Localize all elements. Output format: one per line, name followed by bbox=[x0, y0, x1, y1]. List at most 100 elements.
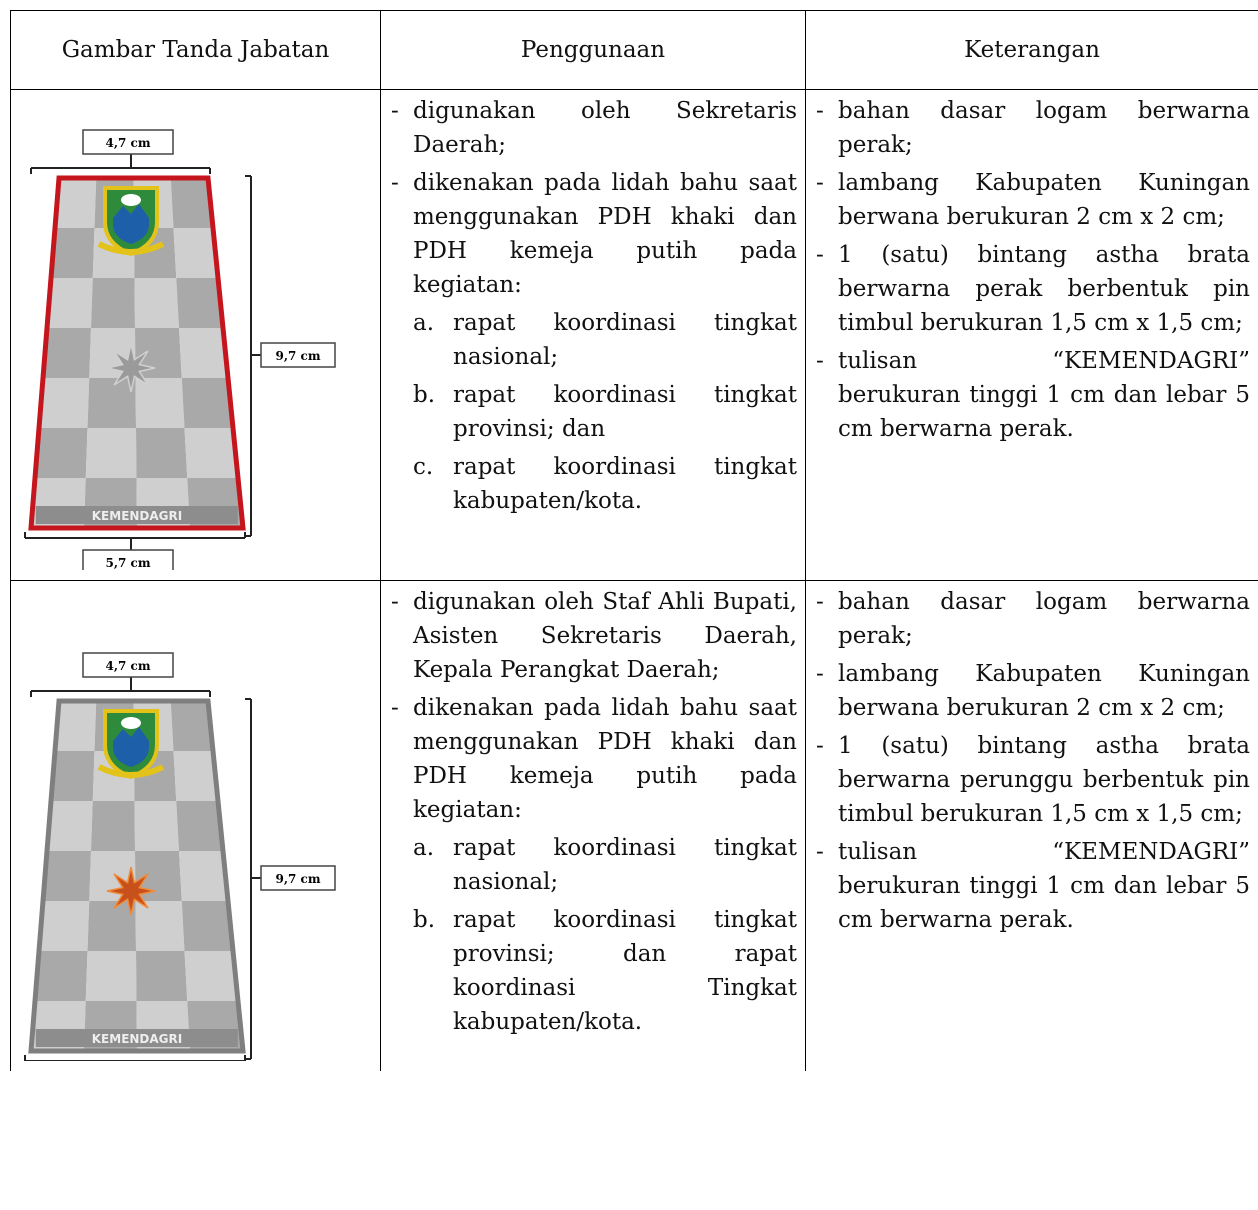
list-marker: - bbox=[391, 170, 399, 196]
list-item: - lambang Kabupaten Kuningan berwana beru… bbox=[816, 657, 1250, 725]
checker-cell bbox=[181, 901, 233, 951]
item-text: digunakan oleh Staf Ahli Bupati, Asisten… bbox=[413, 589, 797, 683]
item-text: bahan dasar logam berwarna perak; bbox=[838, 98, 1250, 158]
notes-cell: - bahan dasar logam berwarna perak; - lamba… bbox=[805, 89, 1258, 581]
list-marker: - bbox=[816, 98, 824, 124]
item-text: lambang Kabupaten Kuningan berwana beruk… bbox=[838, 661, 1250, 721]
sub-marker: c. bbox=[413, 454, 434, 480]
checker-cell bbox=[184, 951, 238, 1001]
list-item: - bahan dasar logam berwarna perak; bbox=[816, 585, 1250, 653]
sub-text: rapat koordinasi tingkat nasional; bbox=[453, 310, 797, 370]
checker-cell bbox=[173, 751, 218, 801]
list-item: - dikenakan pada lidah bahu saat mengguna… bbox=[391, 691, 797, 1043]
sub-item: b. rapat koordinasi tingkat provinsi; dan… bbox=[413, 903, 797, 1039]
list-marker: - bbox=[816, 348, 824, 374]
emblem-ribbon bbox=[97, 241, 165, 255]
list-body: digunakan oleh Sekretaris Daerah; bbox=[413, 94, 797, 162]
emblem-inner bbox=[113, 727, 149, 767]
checker-cell bbox=[170, 701, 213, 751]
badge-outline bbox=[28, 175, 246, 531]
checker-cell bbox=[173, 228, 218, 278]
list-item: -1 (satu) bintang astha brata berwarna p… bbox=[816, 238, 1250, 340]
column-header: Gambar Tanda Jabatan bbox=[10, 10, 381, 90]
checker-cell bbox=[85, 428, 137, 478]
checker-cell bbox=[51, 228, 95, 278]
dimension-box bbox=[82, 129, 174, 155]
table-body: KEMENDAGRI 4,7 cm 9,7 cm 5,7 cm - digunakan o… bbox=[10, 89, 1258, 1098]
sub-text: rapat koordinasi tingkat provinsi; dan r… bbox=[453, 907, 797, 1035]
checker-cell bbox=[87, 901, 136, 951]
emblem-figure bbox=[121, 194, 141, 206]
name-band bbox=[35, 506, 238, 524]
checker-cell bbox=[170, 178, 213, 228]
sub-item: c. rapat koordinasi tingkat kabupaten/kot… bbox=[413, 450, 797, 518]
figure-group: KEMENDAGRI 4,7 cm 9,7 cm 5,7 cm bbox=[24, 129, 336, 575]
list-item: - lambang Kabupaten Kuningan berwana beru… bbox=[816, 166, 1250, 234]
checker-cell bbox=[134, 801, 179, 851]
sub-marker: a. bbox=[413, 835, 435, 861]
checker-cell bbox=[43, 328, 91, 378]
item-text: dikenakan pada lidah bahu saat menggunak… bbox=[413, 695, 797, 823]
uniform-table: Gambar Tanda Jabatan Penggunaan Keterangan… bbox=[10, 10, 1258, 1098]
item-text: bahan dasar logam berwarna perak; bbox=[838, 589, 1250, 649]
list-body: dikenakan pada lidah bahu saat menggunak… bbox=[413, 166, 797, 522]
column-header: Penggunaan bbox=[380, 10, 806, 90]
dimension-label: 9,7 cm bbox=[275, 349, 320, 363]
sub-text: rapat koordinasi tingkat provinsi; dan bbox=[453, 382, 797, 442]
name-band bbox=[35, 1029, 238, 1047]
sub-item: a. rapat koordinasi tingkat nasional; bbox=[413, 831, 797, 899]
list-body: bahan dasar logam berwarna perak; bbox=[838, 94, 1250, 162]
checker-cell bbox=[85, 951, 137, 1001]
item-text: digunakan oleh Sekretaris Daerah; bbox=[413, 98, 797, 158]
dimension-label: 9,7 cm bbox=[275, 872, 320, 886]
usage-cell: - digunakan oleh Staf Ahli Bupati, Asiste… bbox=[380, 580, 806, 1071]
list-item: - digunakan oleh Staf Ahli Bupati, Asiste… bbox=[391, 585, 797, 687]
list-marker: - bbox=[816, 839, 824, 865]
notes-cell: - bahan dasar logam berwarna perak; - lamba… bbox=[805, 580, 1258, 1071]
list-item: -1 (satu) bintang astha brata berwarna p… bbox=[816, 729, 1250, 831]
star bbox=[106, 343, 156, 393]
item-text: 1 (satu) bintang astha brata berwarna pe… bbox=[838, 733, 1250, 827]
sub-marker: b. bbox=[413, 382, 436, 408]
checker-cell bbox=[51, 751, 95, 801]
checker-cell bbox=[176, 801, 223, 851]
list-item: - digunakan oleh Sekretaris Daerah; bbox=[391, 94, 797, 162]
dimension-label: 4,7 cm bbox=[105, 136, 150, 150]
list-marker: - bbox=[391, 98, 399, 124]
checker-cell bbox=[47, 278, 93, 328]
checker-cell bbox=[43, 851, 91, 901]
sub-text: rapat koordinasi tingkat kabupaten/kota. bbox=[453, 454, 797, 514]
checker-cell bbox=[55, 701, 97, 751]
list-body: lambang Kabupaten Kuningan berwana beruk… bbox=[838, 166, 1250, 234]
list-body: bahan dasar logam berwarna perak; bbox=[838, 585, 1250, 653]
checker-cell bbox=[35, 428, 88, 478]
list-item: - tulisan “KEMENDAGRI” berukuran tinggi 1… bbox=[816, 835, 1250, 937]
sub-item: a. rapat koordinasi tingkat nasional; bbox=[413, 306, 797, 374]
checker-cell bbox=[39, 901, 90, 951]
item-text: dikenakan pada lidah bahu saat menggunak… bbox=[413, 170, 797, 298]
checker-cell bbox=[184, 428, 238, 478]
dimension-box bbox=[260, 342, 336, 368]
list-item: - tulisan “KEMENDAGRI” berukuran tinggi 1… bbox=[816, 344, 1250, 446]
sub-marker: a. bbox=[413, 310, 435, 336]
star bbox=[106, 866, 156, 916]
list-marker: - bbox=[816, 170, 824, 196]
checker-cell bbox=[87, 378, 136, 428]
item-text: tulisan “KEMENDAGRI” berukuran tinggi 1 … bbox=[838, 839, 1250, 933]
dimension-box bbox=[260, 865, 336, 891]
item-text: 1 (satu) bintang astha brata berwarna pe… bbox=[838, 242, 1250, 336]
sub-text: rapat koordinasi tingkat nasional; bbox=[453, 835, 797, 895]
checker-cell bbox=[39, 378, 90, 428]
list-body: digunakan oleh Staf Ahli Bupati, Asisten… bbox=[413, 585, 797, 687]
checker-cell bbox=[136, 428, 188, 478]
band-text: KEMENDAGRI bbox=[92, 1032, 182, 1046]
checker-cell bbox=[135, 901, 185, 951]
list-body: lambang Kabupaten Kuningan berwana beruk… bbox=[838, 657, 1250, 725]
item-text: lambang Kabupaten Kuningan berwana beruk… bbox=[838, 170, 1250, 230]
